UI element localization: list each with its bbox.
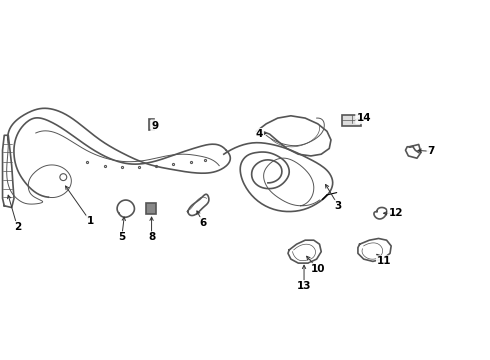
- Text: 9: 9: [151, 121, 159, 131]
- Text: 6: 6: [199, 218, 207, 228]
- Bar: [149, 119, 154, 130]
- Text: 13: 13: [297, 281, 311, 291]
- Text: 12: 12: [389, 208, 403, 218]
- Text: 8: 8: [148, 232, 155, 242]
- Text: 7: 7: [428, 146, 435, 156]
- Bar: [343, 115, 361, 126]
- Text: 5: 5: [118, 232, 125, 242]
- Text: 11: 11: [377, 256, 392, 266]
- Text: 10: 10: [311, 264, 325, 274]
- Text: 1: 1: [87, 216, 94, 226]
- Bar: [146, 203, 156, 215]
- Text: 2: 2: [14, 222, 21, 232]
- Text: 14: 14: [356, 113, 371, 123]
- Text: 4: 4: [256, 129, 263, 139]
- Text: 3: 3: [335, 201, 342, 211]
